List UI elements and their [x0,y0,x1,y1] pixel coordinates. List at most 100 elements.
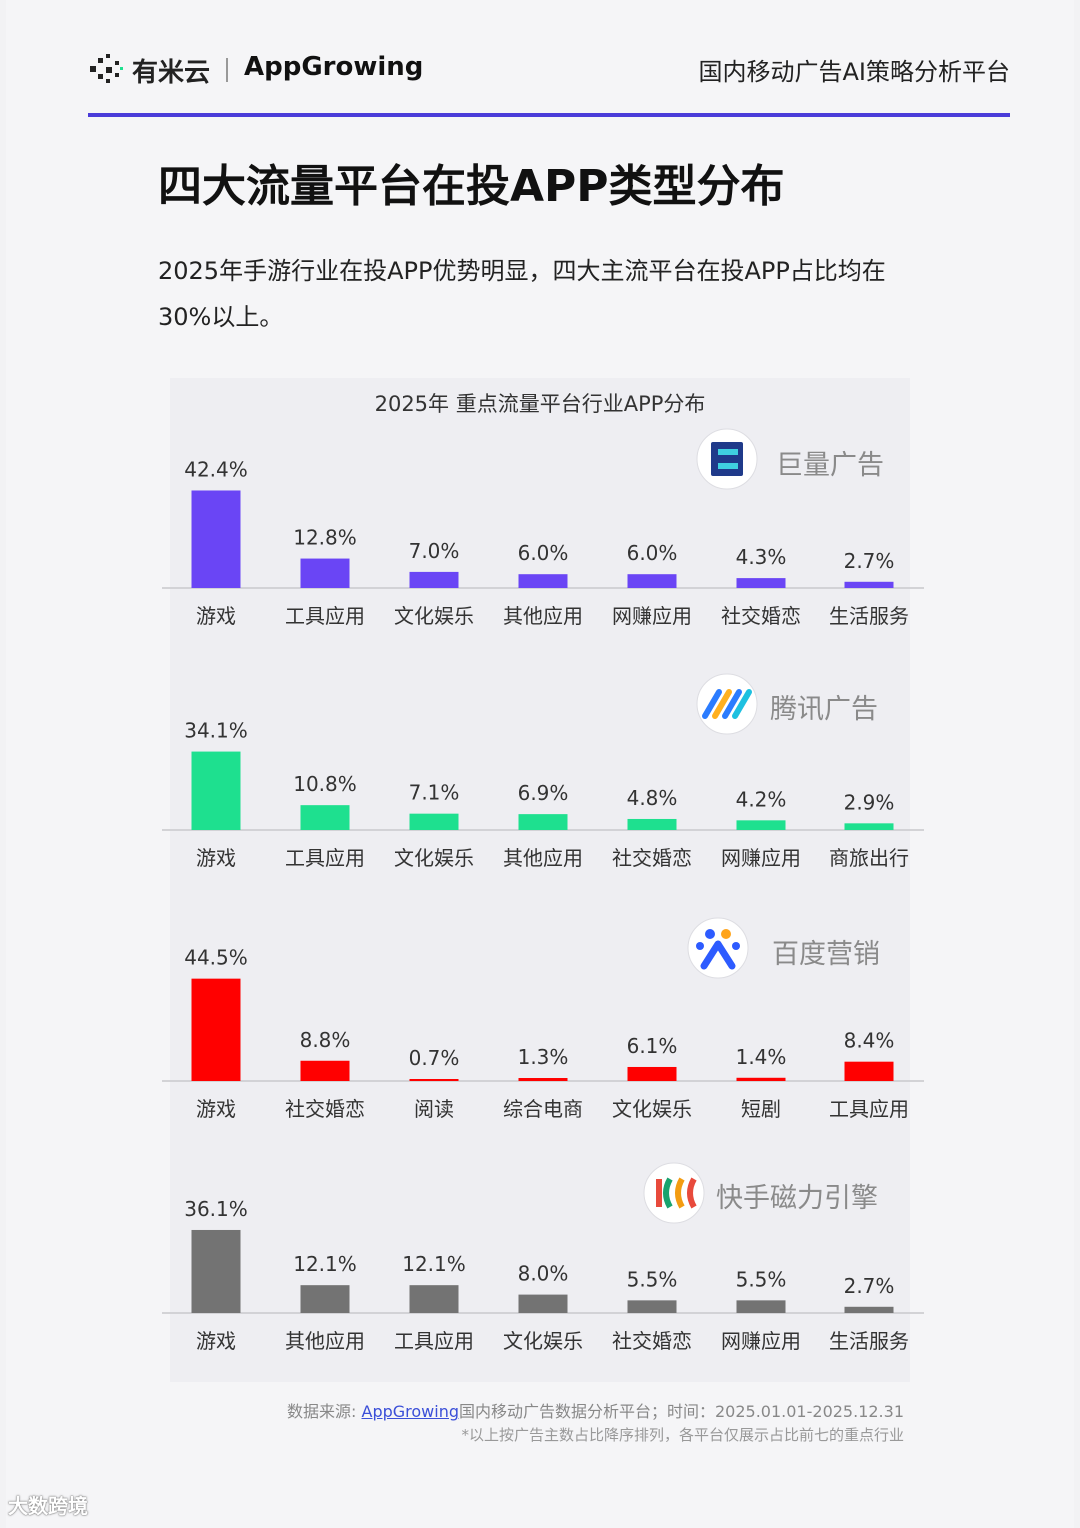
data-label: 12.1% [402,1252,466,1276]
platform-name: 快手磁力引擎 [716,1183,878,1214]
data-label: 42.4% [184,457,248,481]
platform-logo-icon [732,942,740,950]
bar [191,490,241,588]
bar [518,1078,568,1081]
category-label: 工具应用 [394,1329,474,1353]
footer-source-prefix: 数据来源: [287,1402,362,1421]
data-label: 7.0% [409,539,460,563]
data-label: 5.5% [627,1267,678,1291]
data-label: 2.7% [844,549,895,573]
data-label: 1.4% [736,1045,787,1069]
bar [736,1077,786,1081]
bar [191,1229,241,1313]
platform-logo-icon [711,442,743,476]
data-label: 6.0% [518,541,569,565]
data-label: 8.0% [518,1262,569,1286]
data-label: 6.9% [518,781,569,805]
data-label: 0.7% [409,1046,460,1070]
category-label: 工具应用 [829,1097,909,1121]
chart-panel [170,378,910,1382]
platform-logo-icon [675,1177,685,1209]
bar [844,1306,894,1313]
bar [300,558,350,588]
bar [300,1285,350,1313]
platform-logo-icon [702,689,722,719]
data-label: 34.1% [184,719,248,743]
category-label: 社交婚恋 [721,604,801,628]
data-label: 4.3% [736,545,787,569]
category-label: 商旅出行 [829,846,909,870]
platform-logo-icon [663,1177,673,1209]
platform-logo-icon [718,463,738,469]
header-divider [88,113,1010,117]
platform-name: 百度营销 [772,939,880,970]
data-label: 6.1% [627,1034,678,1058]
header-tagline: 国内移动广告AI策略分析平台 [698,58,1011,86]
data-label: 4.8% [627,786,678,810]
platform-logo-icon [732,689,752,719]
data-label: 8.4% [844,1029,895,1053]
data-label: 12.8% [293,526,357,550]
data-label: 12.1% [293,1252,357,1276]
youmi-logo-icon [90,54,123,83]
data-label: 7.1% [409,781,460,805]
bar [627,574,677,588]
platform-logo-icon [696,673,758,735]
data-label: 1.3% [518,1045,569,1069]
platform-logo-icon [687,1177,697,1209]
logo-separator [226,58,228,82]
platform-logo-icon [722,689,742,719]
bar [736,578,786,588]
bar [300,1060,350,1081]
bar [844,581,894,588]
category-label: 文化娱乐 [503,1329,583,1353]
platform-logo-icon [700,940,736,970]
category-label: 社交婚恋 [612,846,692,870]
data-label: 10.8% [293,772,357,796]
category-label: 文化娱乐 [612,1097,692,1121]
platform-name: 巨量广告 [776,450,884,481]
footer-source-suffix: 国内移动广告数据分析平台；时间：2025.01.01-2025.12.31 [459,1402,904,1421]
chart-3: 44.5% 游戏 8.8% 社交婚恋 0.7% 阅读 1.3% 综合电商 6.1% 文化娱乐 1.4… [162,917,924,1121]
category-label: 阅读 [414,1097,454,1121]
bar [191,751,241,830]
category-label: 游戏 [196,846,236,870]
category-label: 网赚应用 [612,604,692,628]
platform-logo-icon [705,929,715,939]
category-label: 生活服务 [829,1329,909,1353]
bar [844,1061,894,1081]
data-label: 4.2% [736,787,787,811]
footer-source-link[interactable]: AppGrowing [361,1402,460,1421]
category-label: 综合电商 [503,1097,583,1121]
youmi-logo-text: 有米云 [132,58,211,88]
data-label: 36.1% [184,1197,248,1221]
platform-logo-icon [712,689,732,719]
category-label: 文化娱乐 [394,604,474,628]
platform-name: 腾讯广告 [770,694,878,725]
header: 有米云 AppGrowing 国内移动广告AI策略分析平台 [88,48,1010,92]
chart-1: 42.4% 游戏 12.8% 工具应用 7.0% 文化娱乐 6.0% 其他应用 6.0% 网赚应用… [162,428,924,628]
category-label: 游戏 [196,604,236,628]
platform-logo-icon [718,449,738,455]
platform-logo-icon [721,929,731,939]
category-label: 文化娱乐 [394,846,474,870]
data-label: 5.5% [736,1267,787,1291]
bar [409,1285,459,1313]
bar [409,813,459,830]
category-label: 游戏 [196,1329,236,1353]
chart-2: 34.1% 游戏 10.8% 工具应用 7.1% 文化娱乐 6.9% 其他应用 4.8% 社交婚恋… [162,673,924,870]
bar [409,1079,459,1081]
category-label: 其他应用 [503,604,583,628]
category-label: 工具应用 [285,604,365,628]
category-label: 网赚应用 [721,1329,801,1353]
category-label: 工具应用 [285,846,365,870]
bar [627,1300,677,1313]
category-label: 其他应用 [285,1329,365,1353]
page-title: 四大流量平台在投APP类型分布 [158,161,785,212]
platform-logo-icon [643,1162,705,1224]
bar [191,978,241,1081]
category-label: 网赚应用 [721,846,801,870]
bar [518,574,568,588]
chart-title: 2025年 重点流量平台行业APP分布 [374,392,706,416]
chart-4: 36.1% 游戏 12.1% 其他应用 12.1% 工具应用 8.0% 文化娱乐 5.5% 社交婚… [162,1162,924,1353]
